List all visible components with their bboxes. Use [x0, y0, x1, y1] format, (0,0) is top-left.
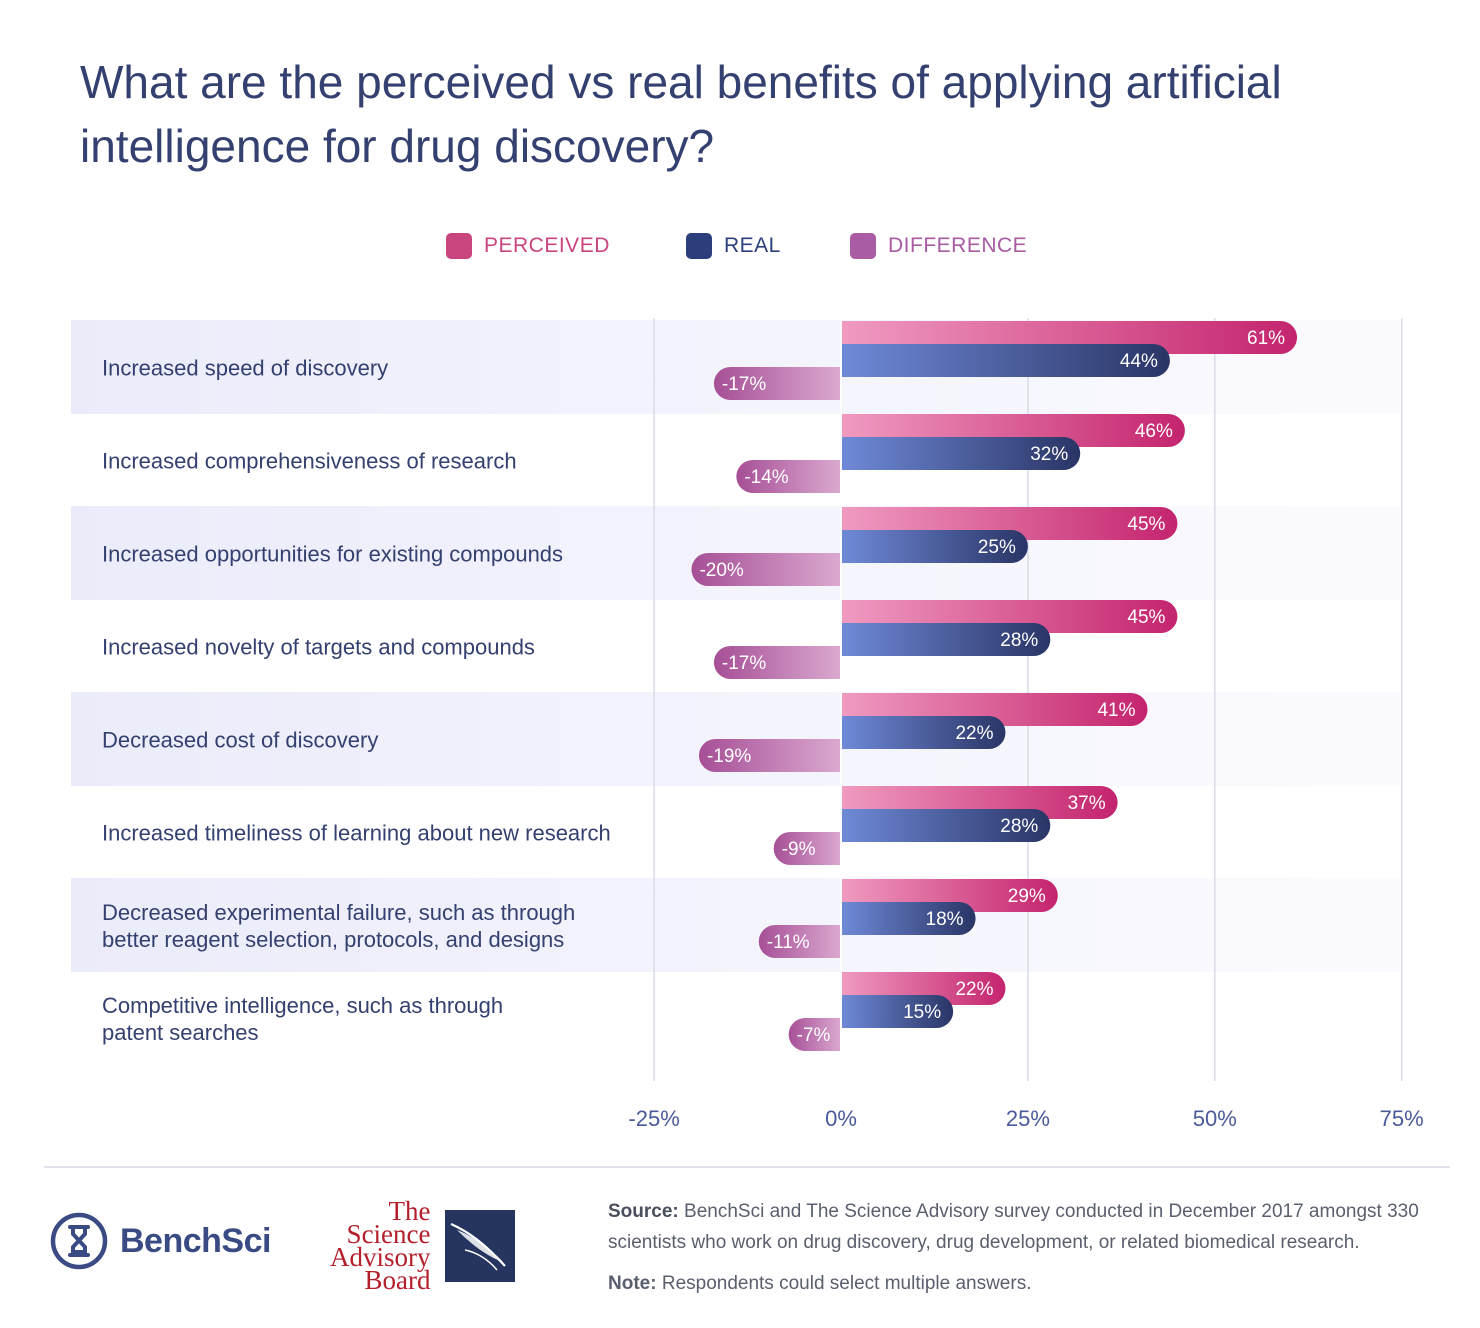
legend-swatch-difference: [850, 233, 876, 259]
real-value-label: 18%: [926, 909, 964, 930]
chart-title: What are the perceived vs real benefits …: [80, 56, 1282, 172]
tsab-line: Board: [364, 1265, 431, 1295]
science-advisory-board-logo: The Science Advisory Board: [330, 1196, 515, 1295]
bar-chart: Increased speed of discovery Increased co…: [71, 318, 1424, 1131]
perceived-value-label: 45%: [1127, 514, 1165, 535]
perceived-value-label: 22%: [955, 979, 993, 1000]
legend: PERCEIVED REAL DIFFERENCE: [0, 228, 1480, 264]
real-bar: [841, 902, 976, 935]
difference-bar: [758, 925, 841, 958]
perceived-value-label: 29%: [1008, 886, 1046, 907]
difference-bar: [698, 739, 841, 772]
real-bar: [841, 623, 1051, 656]
quill-icon: [444, 1210, 515, 1282]
perceived-value-label: 45%: [1127, 607, 1165, 628]
perceived-value-label: 46%: [1135, 421, 1173, 442]
legend-item-difference: DIFFERENCE: [850, 228, 1027, 264]
source-text: BenchSci and The Science Advisory survey…: [608, 1201, 1419, 1253]
real-value-label: 22%: [955, 723, 993, 744]
perceived-value-label: 37%: [1068, 793, 1106, 814]
real-value-label: 15%: [903, 1002, 941, 1023]
real-value-label: 32%: [1030, 444, 1068, 465]
difference-bar: [773, 832, 841, 865]
source-label: Source:: [608, 1201, 679, 1222]
real-value-label: 44%: [1120, 351, 1158, 372]
real-bar: [841, 809, 1051, 842]
difference-value-label: -17%: [722, 653, 766, 674]
x-tick-label: 50%: [1193, 1106, 1237, 1131]
note-text: Respondents could select multiple answer…: [661, 1273, 1032, 1294]
benchsci-logo: BenchSci: [50, 1212, 271, 1270]
real-bar: [841, 530, 1028, 563]
tsab-line: The: [388, 1196, 431, 1226]
category-label: Increased novelty of targets and compoun…: [102, 635, 535, 660]
legend-swatch-perceived: [446, 233, 472, 259]
difference-bar: [713, 646, 841, 679]
real-bar: [841, 716, 1006, 749]
benchsci-logo-icon: [50, 1212, 108, 1270]
difference-value-label: -11%: [767, 932, 810, 953]
footer-divider: [44, 1166, 1450, 1168]
difference-value-label: -14%: [744, 467, 788, 488]
benchsci-logo-text: BenchSci: [120, 1221, 271, 1260]
source-note: Source: BenchSci and The Science Advisor…: [608, 1196, 1448, 1258]
perceived-value-label: 61%: [1247, 328, 1285, 349]
x-tick-label: 75%: [1380, 1106, 1424, 1131]
real-value-label: 28%: [1000, 630, 1038, 651]
real-bar: [841, 344, 1170, 377]
row-band: [71, 878, 1400, 972]
category-label: Competitive intelligence, such as throug…: [102, 993, 503, 1018]
real-bar: [841, 995, 954, 1028]
legend-label-perceived: PERCEIVED: [484, 234, 610, 257]
legend-item-perceived: PERCEIVED: [446, 228, 610, 264]
difference-value-label: -17%: [722, 374, 766, 395]
difference-value-label: -20%: [699, 560, 743, 581]
difference-value-label: -7%: [797, 1025, 831, 1046]
legend-label-real: REAL: [724, 234, 781, 257]
category-label: better reagent selection, protocols, and…: [102, 927, 564, 952]
real-bar: [841, 437, 1081, 470]
legend-item-real: REAL: [686, 228, 781, 264]
difference-bar: [691, 553, 841, 586]
category-label: Decreased cost of discovery: [102, 728, 378, 753]
difference-bar: [736, 460, 841, 493]
x-tick-label: -25%: [628, 1106, 679, 1131]
category-label: Decreased experimental failure, such as …: [102, 900, 575, 925]
category-label: patent searches: [102, 1020, 259, 1045]
category-label: Increased comprehensiveness of research: [102, 449, 517, 474]
category-label: Increased speed of discovery: [102, 356, 388, 381]
legend-swatch-real: [686, 233, 712, 259]
respondents-note: Note: Respondents could select multiple …: [608, 1268, 1448, 1299]
tsab-logo-text: The Science Advisory Board: [330, 1196, 431, 1295]
note-label: Note:: [608, 1273, 657, 1294]
difference-value-label: -19%: [707, 746, 751, 767]
tsab-line: Advisory: [330, 1242, 431, 1272]
perceived-value-label: 41%: [1097, 700, 1135, 721]
real-value-label: 28%: [1000, 816, 1038, 837]
difference-bar: [713, 367, 841, 400]
difference-value-label: -9%: [782, 839, 816, 860]
tsab-line: Science: [346, 1219, 431, 1249]
difference-bar: [788, 1018, 841, 1051]
x-tick-label: 25%: [1006, 1106, 1050, 1131]
category-label: Increased timeliness of learning about n…: [102, 821, 611, 846]
real-value-label: 25%: [978, 537, 1016, 558]
legend-label-difference: DIFFERENCE: [888, 234, 1028, 257]
x-tick-label: 0%: [825, 1106, 857, 1131]
category-label: Increased opportunities for existing com…: [102, 542, 563, 567]
